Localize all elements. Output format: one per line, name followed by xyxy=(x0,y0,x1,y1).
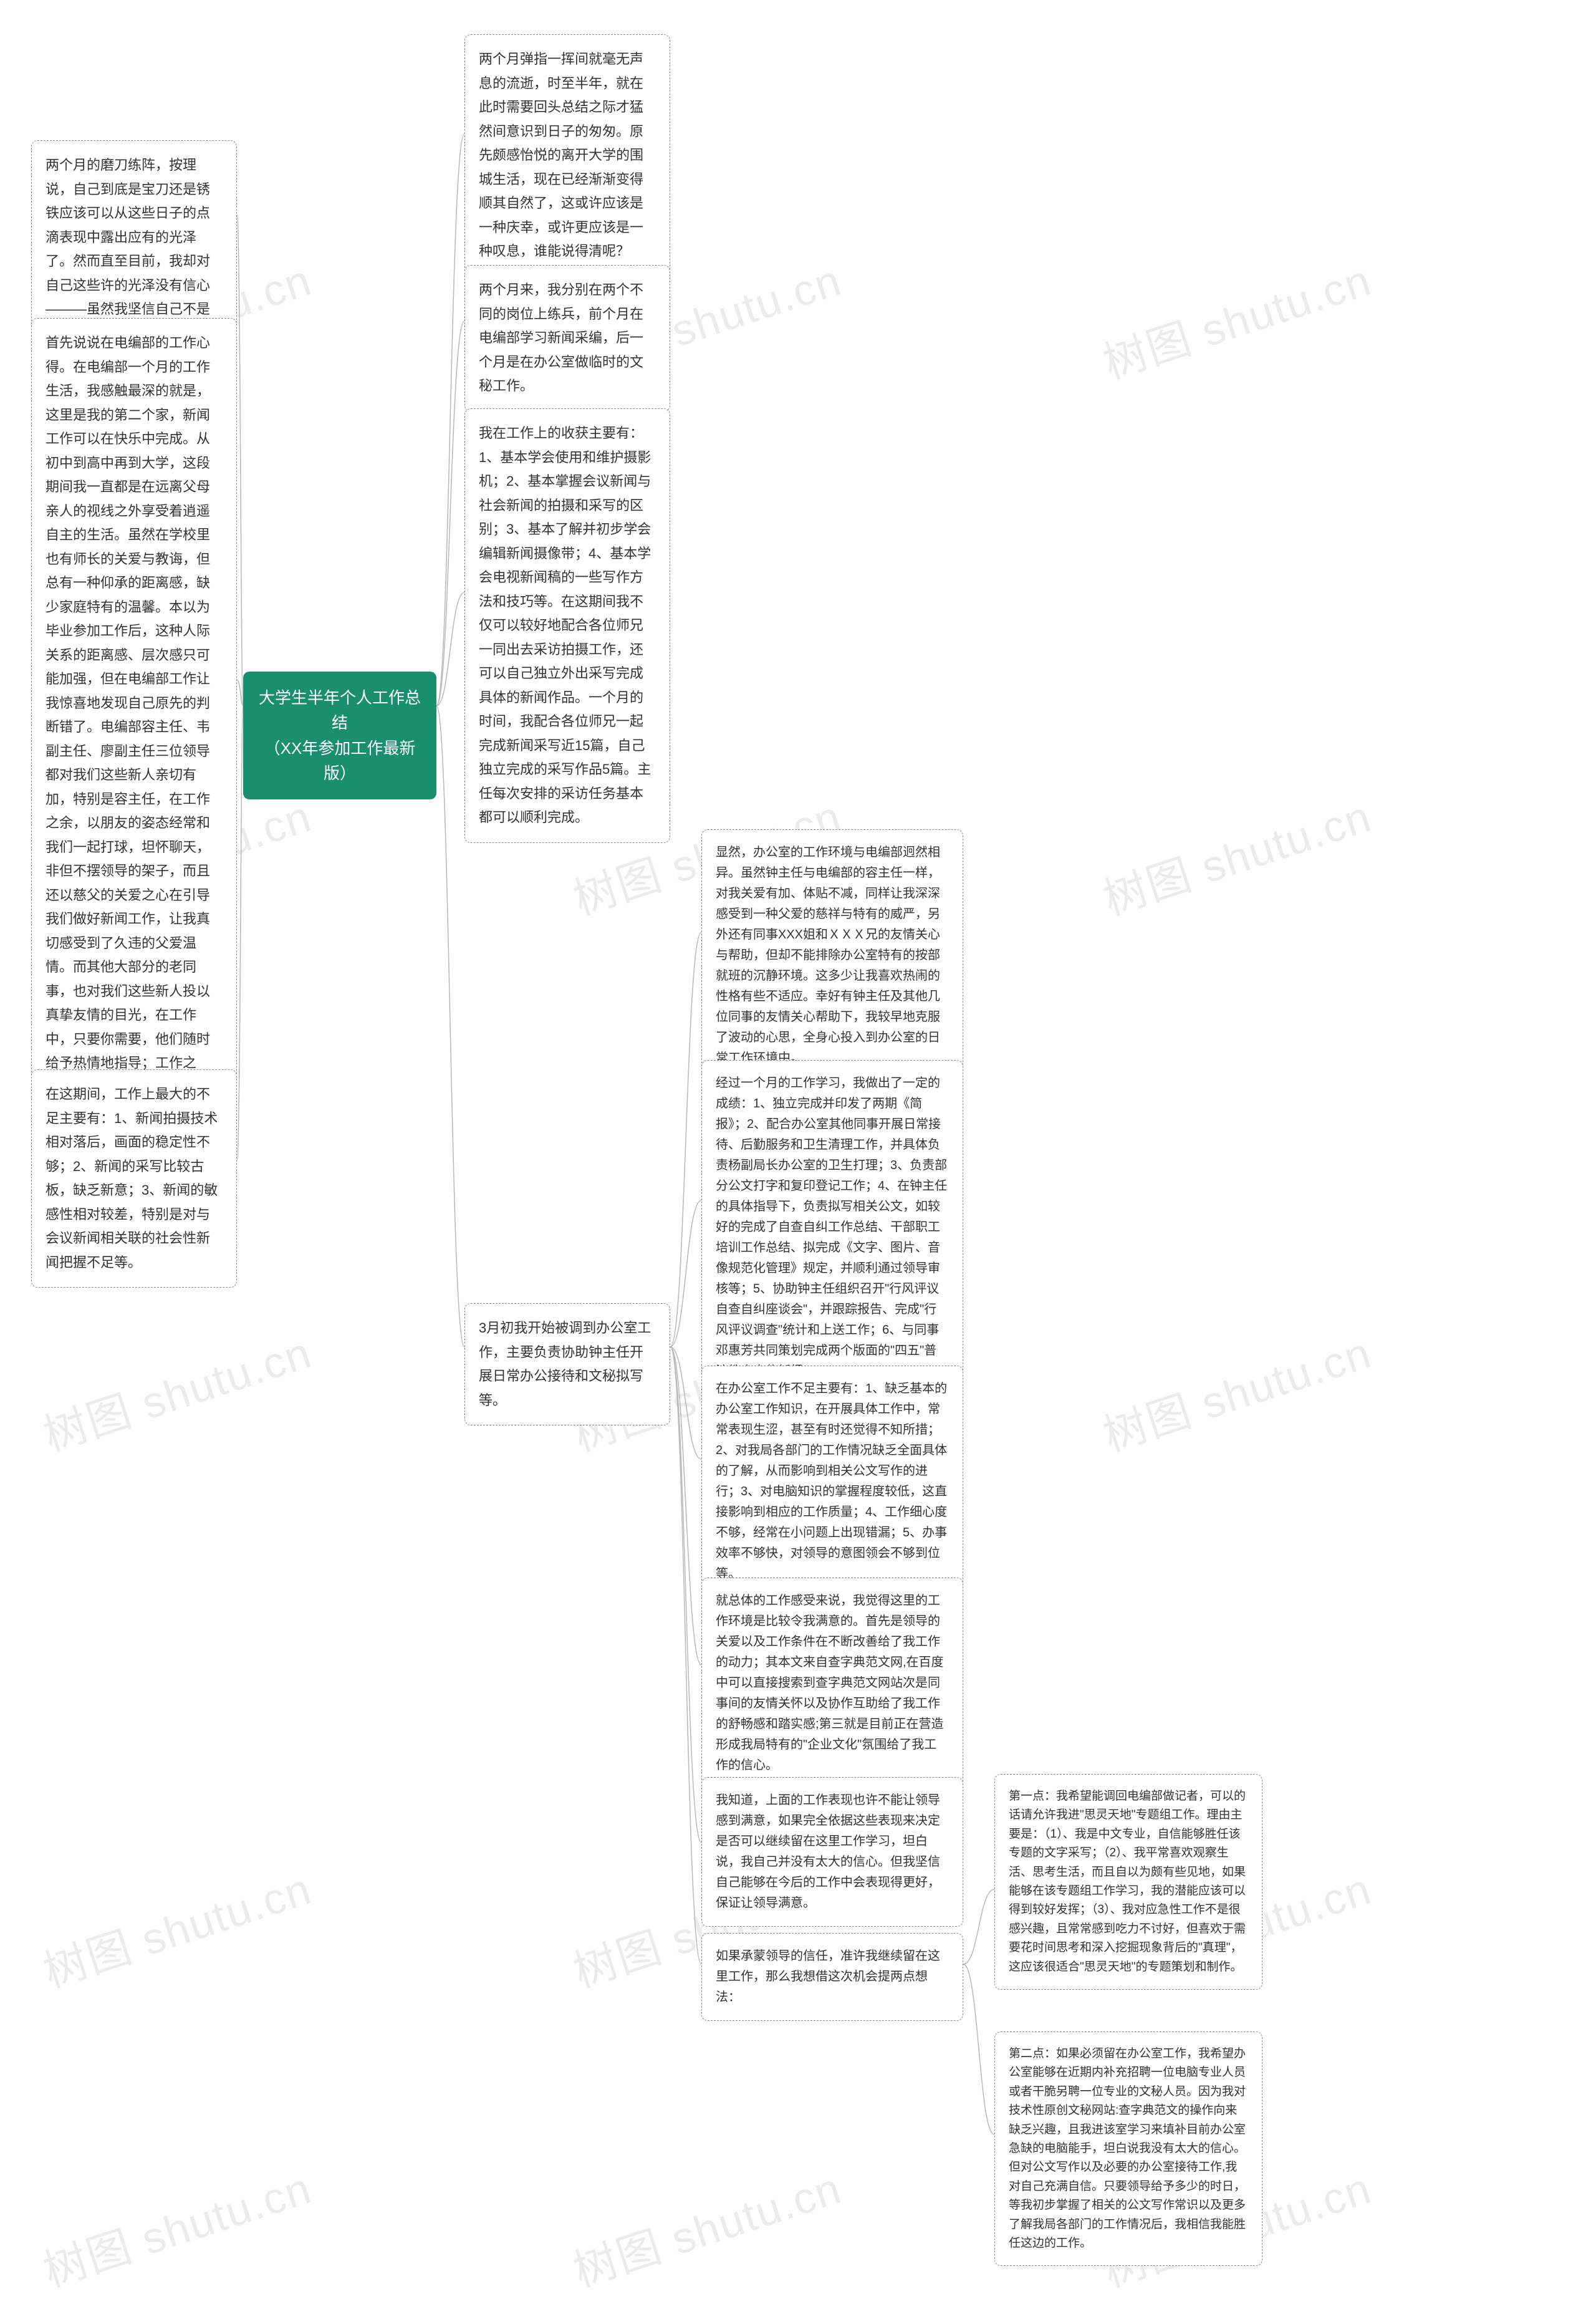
watermark: 树图 shutu.cn xyxy=(1094,246,1378,392)
node-rr1: 显然，办公室的工作环境与电编部迥然相异。虽然钟主任与电编部的容主任一样，对我关爱… xyxy=(701,829,963,1082)
node-r1: 两个月弹指一挥间就毫无声息的流逝，时至半年，就在此时需要回头总结之际才猛然间意识… xyxy=(464,34,670,277)
node-text: 经过一个月的工作学习，我做出了一定的成绩：1、独立完成并印发了两期《简报》；2、… xyxy=(716,1076,947,1378)
node-r3: 我在工作上的收获主要有：1、基本学会使用和维护摄影机；2、基本掌握会议新闻与社会… xyxy=(464,408,670,843)
node-text: 两个月来，我分别在两个不同的岗位上练兵，前个月在电编部学习新闻采编，后一个月是在… xyxy=(479,282,643,393)
node-text: 在这期间，工作上最大的不足主要有：1、新闻拍摄技术相对落后，画面的稳定性不够；2… xyxy=(46,1086,218,1270)
node-rrr1: 第一点：我希望能调回电编部做记者，可以的话请允许我进"思灵天地"专题组工作。理由… xyxy=(994,1774,1262,1990)
node-text: 3月初我开始被调到办公室工作，主要负责协助钟主任开展日常办公接待和文秘拟写等。 xyxy=(479,1320,651,1408)
watermark: 树图 shutu.cn xyxy=(1094,1318,1378,1464)
node-rr5: 我知道，上面的工作表现也许不能让领导感到满意，如果完全依据这些表现来决定是否可以… xyxy=(701,1777,963,1927)
node-text: 两个月的磨刀练阵，按理说，自己到底是宝刀还是锈铁应该可以从这些日子的点滴表现中露… xyxy=(46,157,210,341)
node-rr4: 就总体的工作感受来说，我觉得这里的工作环境是比较令我满意的。首先是领导的关爱以及… xyxy=(701,1578,963,1789)
watermark: 树图 shutu.cn xyxy=(564,2154,848,2299)
node-text: 我在工作上的收获主要有：1、基本学会使用和维护摄影机；2、基本掌握会议新闻与社会… xyxy=(479,425,651,825)
watermark: 树图 shutu.cn xyxy=(34,1318,318,1464)
node-text: 第二点：如果必须留在办公室工作，我希望办公室能够在近期内补充招聘一位电脑专业人员… xyxy=(1009,2047,1246,2250)
watermark: 树图 shutu.cn xyxy=(34,1854,318,2000)
node-text: 在办公室工作不足主要有：1、缺乏基本的办公室工作知识，在开展具体工作中，常常表现… xyxy=(716,1382,947,1581)
root-text: 大学生半年个人工作总结 （XX年参加工作最新版） xyxy=(259,688,421,783)
node-rr6: 如果承蒙领导的信任，准许我继续留在这里工作，那么我想借这次机会提两点想法： xyxy=(701,1933,963,2021)
node-Office: 3月初我开始被调到办公室工作，主要负责协助钟主任开展日常办公接待和文秘拟写等。 xyxy=(464,1303,670,1425)
node-rr2: 经过一个月的工作学习，我做出了一定的成绩：1、独立完成并印发了两期《简报》；2、… xyxy=(701,1060,963,1395)
watermark: 树图 shutu.cn xyxy=(1094,782,1378,928)
node-left-3: 在这期间，工作上最大的不足主要有：1、新闻拍摄技术相对落后，画面的稳定性不够；2… xyxy=(31,1069,237,1288)
node-text: 两个月弹指一挥间就毫无声息的流逝，时至半年，就在此时需要回头总结之际才猛然间意识… xyxy=(479,51,643,259)
node-text: 我知道，上面的工作表现也许不能让领导感到满意，如果完全依据这些表现来决定是否可以… xyxy=(716,1793,940,1910)
node-text: 第一点：我希望能调回电编部做记者，可以的话请允许我进"思灵天地"专题组工作。理由… xyxy=(1009,1790,1246,1974)
node-rr3: 在办公室工作不足主要有：1、缺乏基本的办公室工作知识，在开展具体工作中，常常表现… xyxy=(701,1366,963,1598)
node-text: 如果承蒙领导的信任，准许我继续留在这里工作，那么我想借这次机会提两点想法： xyxy=(716,1949,940,2004)
node-text: 就总体的工作感受来说，我觉得这里的工作环境是比较令我满意的。首先是领导的关爱以及… xyxy=(716,1594,944,1772)
node-text: 显然，办公室的工作环境与电编部迥然相异。虽然钟主任与电编部的容主任一样，对我关爱… xyxy=(716,846,940,1065)
mindmap-root: 大学生半年个人工作总结 （XX年参加工作最新版） xyxy=(243,672,436,799)
node-r2: 两个月来，我分别在两个不同的岗位上练兵，前个月在电编部学习新闻采编，后一个月是在… xyxy=(464,265,670,412)
watermark: 树图 shutu.cn xyxy=(34,2154,318,2299)
node-rrr2: 第二点：如果必须留在办公室工作，我希望办公室能够在近期内补充招聘一位电脑专业人员… xyxy=(994,2032,1262,2266)
